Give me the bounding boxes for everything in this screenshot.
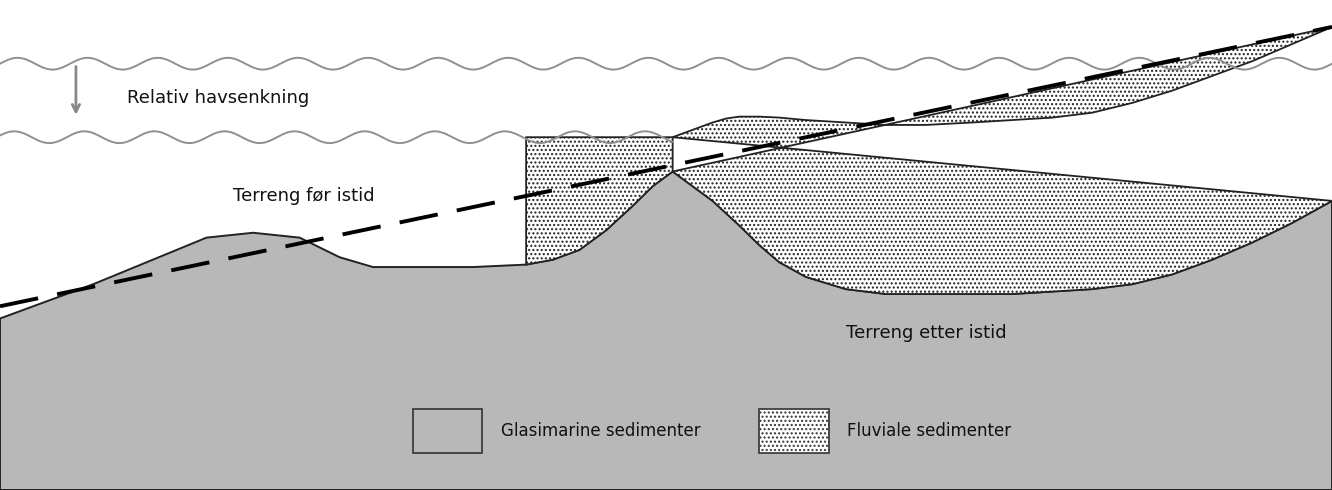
Text: Terreng før istid: Terreng før istid bbox=[233, 187, 374, 205]
Text: Glasimarine sedimenter: Glasimarine sedimenter bbox=[501, 422, 701, 440]
Bar bbox=[413, 409, 482, 453]
Polygon shape bbox=[526, 137, 673, 265]
Polygon shape bbox=[0, 172, 1332, 490]
Polygon shape bbox=[673, 27, 1332, 294]
Text: Fluviale sedimenter: Fluviale sedimenter bbox=[847, 422, 1011, 440]
Bar bbox=[759, 409, 829, 453]
Text: Terreng etter istid: Terreng etter istid bbox=[846, 324, 1007, 342]
Text: Relativ havsenkning: Relativ havsenkning bbox=[127, 89, 309, 107]
